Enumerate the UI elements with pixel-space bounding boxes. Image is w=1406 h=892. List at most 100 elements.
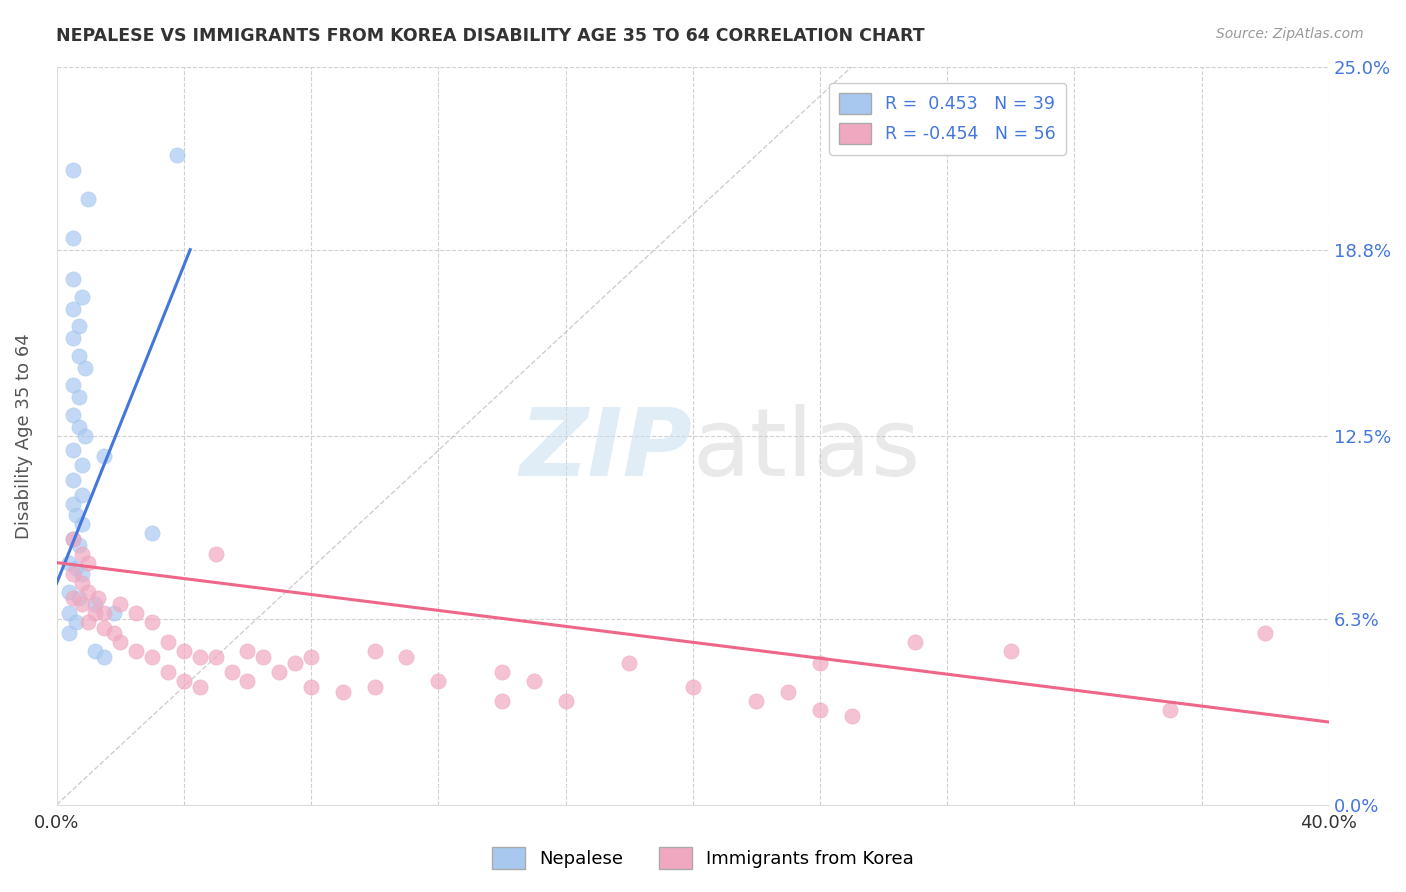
Point xyxy=(62,473,84,487)
Y-axis label: Disability Age 35 to 64: Disability Age 35 to 64 xyxy=(15,333,32,539)
Point xyxy=(65,615,87,629)
Point xyxy=(83,597,105,611)
Point xyxy=(93,621,115,635)
Point xyxy=(125,644,148,658)
Point xyxy=(173,673,195,688)
Point xyxy=(1254,626,1277,640)
Point xyxy=(77,585,100,599)
Point xyxy=(77,615,100,629)
Point xyxy=(77,193,100,207)
Point xyxy=(141,526,163,541)
Point xyxy=(188,680,211,694)
Point xyxy=(93,606,115,620)
Point xyxy=(67,591,90,605)
Point xyxy=(188,650,211,665)
Point xyxy=(745,694,768,708)
Text: NEPALESE VS IMMIGRANTS FROM KOREA DISABILITY AGE 35 TO 64 CORRELATION CHART: NEPALESE VS IMMIGRANTS FROM KOREA DISABI… xyxy=(56,27,925,45)
Text: atlas: atlas xyxy=(693,404,921,497)
Point xyxy=(65,561,87,575)
Point xyxy=(141,615,163,629)
Point xyxy=(491,665,513,679)
Point xyxy=(141,650,163,665)
Point xyxy=(83,606,105,620)
Point xyxy=(87,591,110,605)
Point xyxy=(363,680,385,694)
Point xyxy=(62,272,84,286)
Point xyxy=(62,163,84,178)
Point xyxy=(58,606,80,620)
Point xyxy=(58,585,80,599)
Point xyxy=(236,644,259,658)
Point xyxy=(93,450,115,464)
Point xyxy=(269,665,291,679)
Point xyxy=(58,626,80,640)
Point xyxy=(204,547,226,561)
Point xyxy=(523,673,546,688)
Point xyxy=(70,458,93,472)
Point xyxy=(70,567,93,582)
Point xyxy=(491,694,513,708)
Point xyxy=(156,635,179,649)
Point xyxy=(252,650,274,665)
Text: Source: ZipAtlas.com: Source: ZipAtlas.com xyxy=(1216,27,1364,41)
Point xyxy=(103,606,125,620)
Point xyxy=(93,650,115,665)
Point xyxy=(841,709,863,723)
Point xyxy=(62,497,84,511)
Point xyxy=(70,517,93,532)
Point xyxy=(103,626,125,640)
Point xyxy=(125,606,148,620)
Point xyxy=(808,703,831,717)
Point xyxy=(62,532,84,546)
Point xyxy=(204,650,226,665)
Point xyxy=(70,547,93,561)
Point xyxy=(427,673,450,688)
Point xyxy=(67,390,90,404)
Point xyxy=(67,538,90,552)
Point xyxy=(62,231,84,245)
Point xyxy=(110,597,132,611)
Point xyxy=(62,408,84,422)
Point xyxy=(166,148,188,162)
Point xyxy=(173,644,195,658)
Point xyxy=(808,656,831,670)
Point xyxy=(299,650,322,665)
Point xyxy=(62,378,84,392)
Point xyxy=(62,567,84,582)
Point xyxy=(221,665,243,679)
Point xyxy=(62,443,84,458)
Point xyxy=(75,428,97,442)
Point xyxy=(65,508,87,523)
Point xyxy=(363,644,385,658)
Point xyxy=(70,597,93,611)
Legend: R =  0.453   N = 39, R = -0.454   N = 56: R = 0.453 N = 39, R = -0.454 N = 56 xyxy=(830,83,1066,154)
Point xyxy=(617,656,640,670)
Point xyxy=(395,650,418,665)
Point xyxy=(62,331,84,345)
Point xyxy=(70,488,93,502)
Point xyxy=(904,635,927,649)
Point xyxy=(70,290,93,304)
Point xyxy=(67,349,90,363)
Legend: Nepalese, Immigrants from Korea: Nepalese, Immigrants from Korea xyxy=(485,839,921,876)
Point xyxy=(62,591,84,605)
Point xyxy=(110,635,132,649)
Point xyxy=(75,360,97,375)
Point xyxy=(236,673,259,688)
Point xyxy=(62,301,84,316)
Point xyxy=(62,532,84,546)
Point xyxy=(778,685,800,699)
Point xyxy=(284,656,307,670)
Point xyxy=(67,319,90,334)
Point xyxy=(67,419,90,434)
Point xyxy=(70,576,93,591)
Point xyxy=(1159,703,1181,717)
Point xyxy=(156,665,179,679)
Point xyxy=(58,556,80,570)
Point xyxy=(332,685,354,699)
Point xyxy=(1000,644,1022,658)
Point xyxy=(77,556,100,570)
Point xyxy=(682,680,704,694)
Point xyxy=(554,694,576,708)
Point xyxy=(83,644,105,658)
